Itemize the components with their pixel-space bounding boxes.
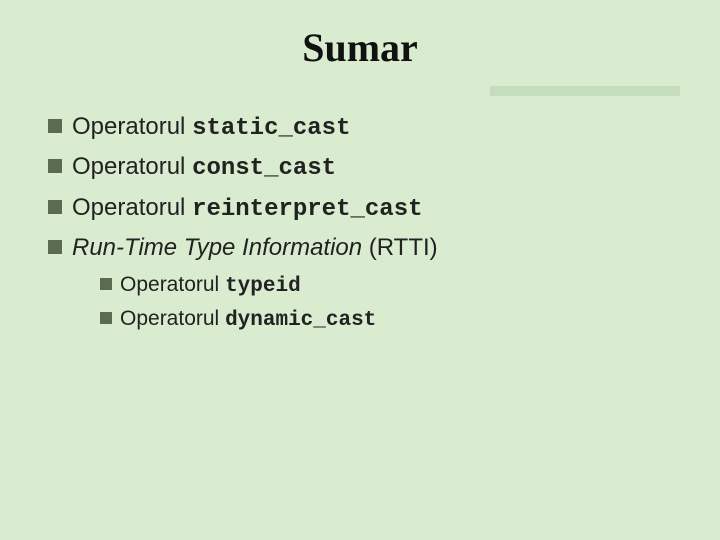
- list-item-text: Operatorul reinterpret_cast: [72, 192, 423, 226]
- item-prefix: Operatorul: [120, 307, 225, 330]
- list-subitem-text: Operatorul dynamic_cast: [120, 305, 376, 335]
- item-prefix: Operatorul: [120, 273, 225, 296]
- list-item-text: Run-Time Type Information (RTTI): [72, 232, 438, 264]
- list-subitem: Operatorul typeid: [100, 271, 680, 301]
- list-item: Operatorul const_cast: [48, 151, 680, 185]
- list-item: Operatorul reinterpret_cast: [48, 192, 680, 226]
- item-code: dynamic_cast: [225, 309, 376, 332]
- square-bullet-icon: [48, 119, 62, 133]
- slide-title: Sumar: [40, 24, 680, 71]
- square-bullet-icon: [48, 200, 62, 214]
- content-area: Operatorul static_cast Operatorul const_…: [48, 111, 680, 335]
- item-italic: Run-Time Type Information: [72, 234, 362, 261]
- item-code: reinterpret_cast: [192, 196, 422, 223]
- item-suffix: (RTTI): [362, 234, 438, 261]
- item-prefix: Operatorul: [72, 153, 192, 180]
- square-bullet-icon: [48, 159, 62, 173]
- item-prefix: Operatorul: [72, 113, 192, 140]
- list-item: Run-Time Type Information (RTTI): [48, 232, 680, 264]
- item-code: typeid: [225, 275, 301, 298]
- list-item: Operatorul static_cast: [48, 111, 680, 145]
- list-subitem-text: Operatorul typeid: [120, 271, 301, 301]
- decorative-bar: [490, 86, 680, 96]
- item-prefix: Operatorul: [72, 194, 192, 221]
- square-bullet-icon: [100, 278, 112, 290]
- item-code: const_cast: [192, 155, 336, 182]
- square-bullet-icon: [48, 240, 62, 254]
- list-item-text: Operatorul const_cast: [72, 151, 336, 185]
- list-subitem: Operatorul dynamic_cast: [100, 305, 680, 335]
- square-bullet-icon: [100, 312, 112, 324]
- list-item-text: Operatorul static_cast: [72, 111, 351, 145]
- slide: Sumar Operatorul static_cast Operatorul …: [0, 0, 720, 540]
- item-code: static_cast: [192, 115, 350, 142]
